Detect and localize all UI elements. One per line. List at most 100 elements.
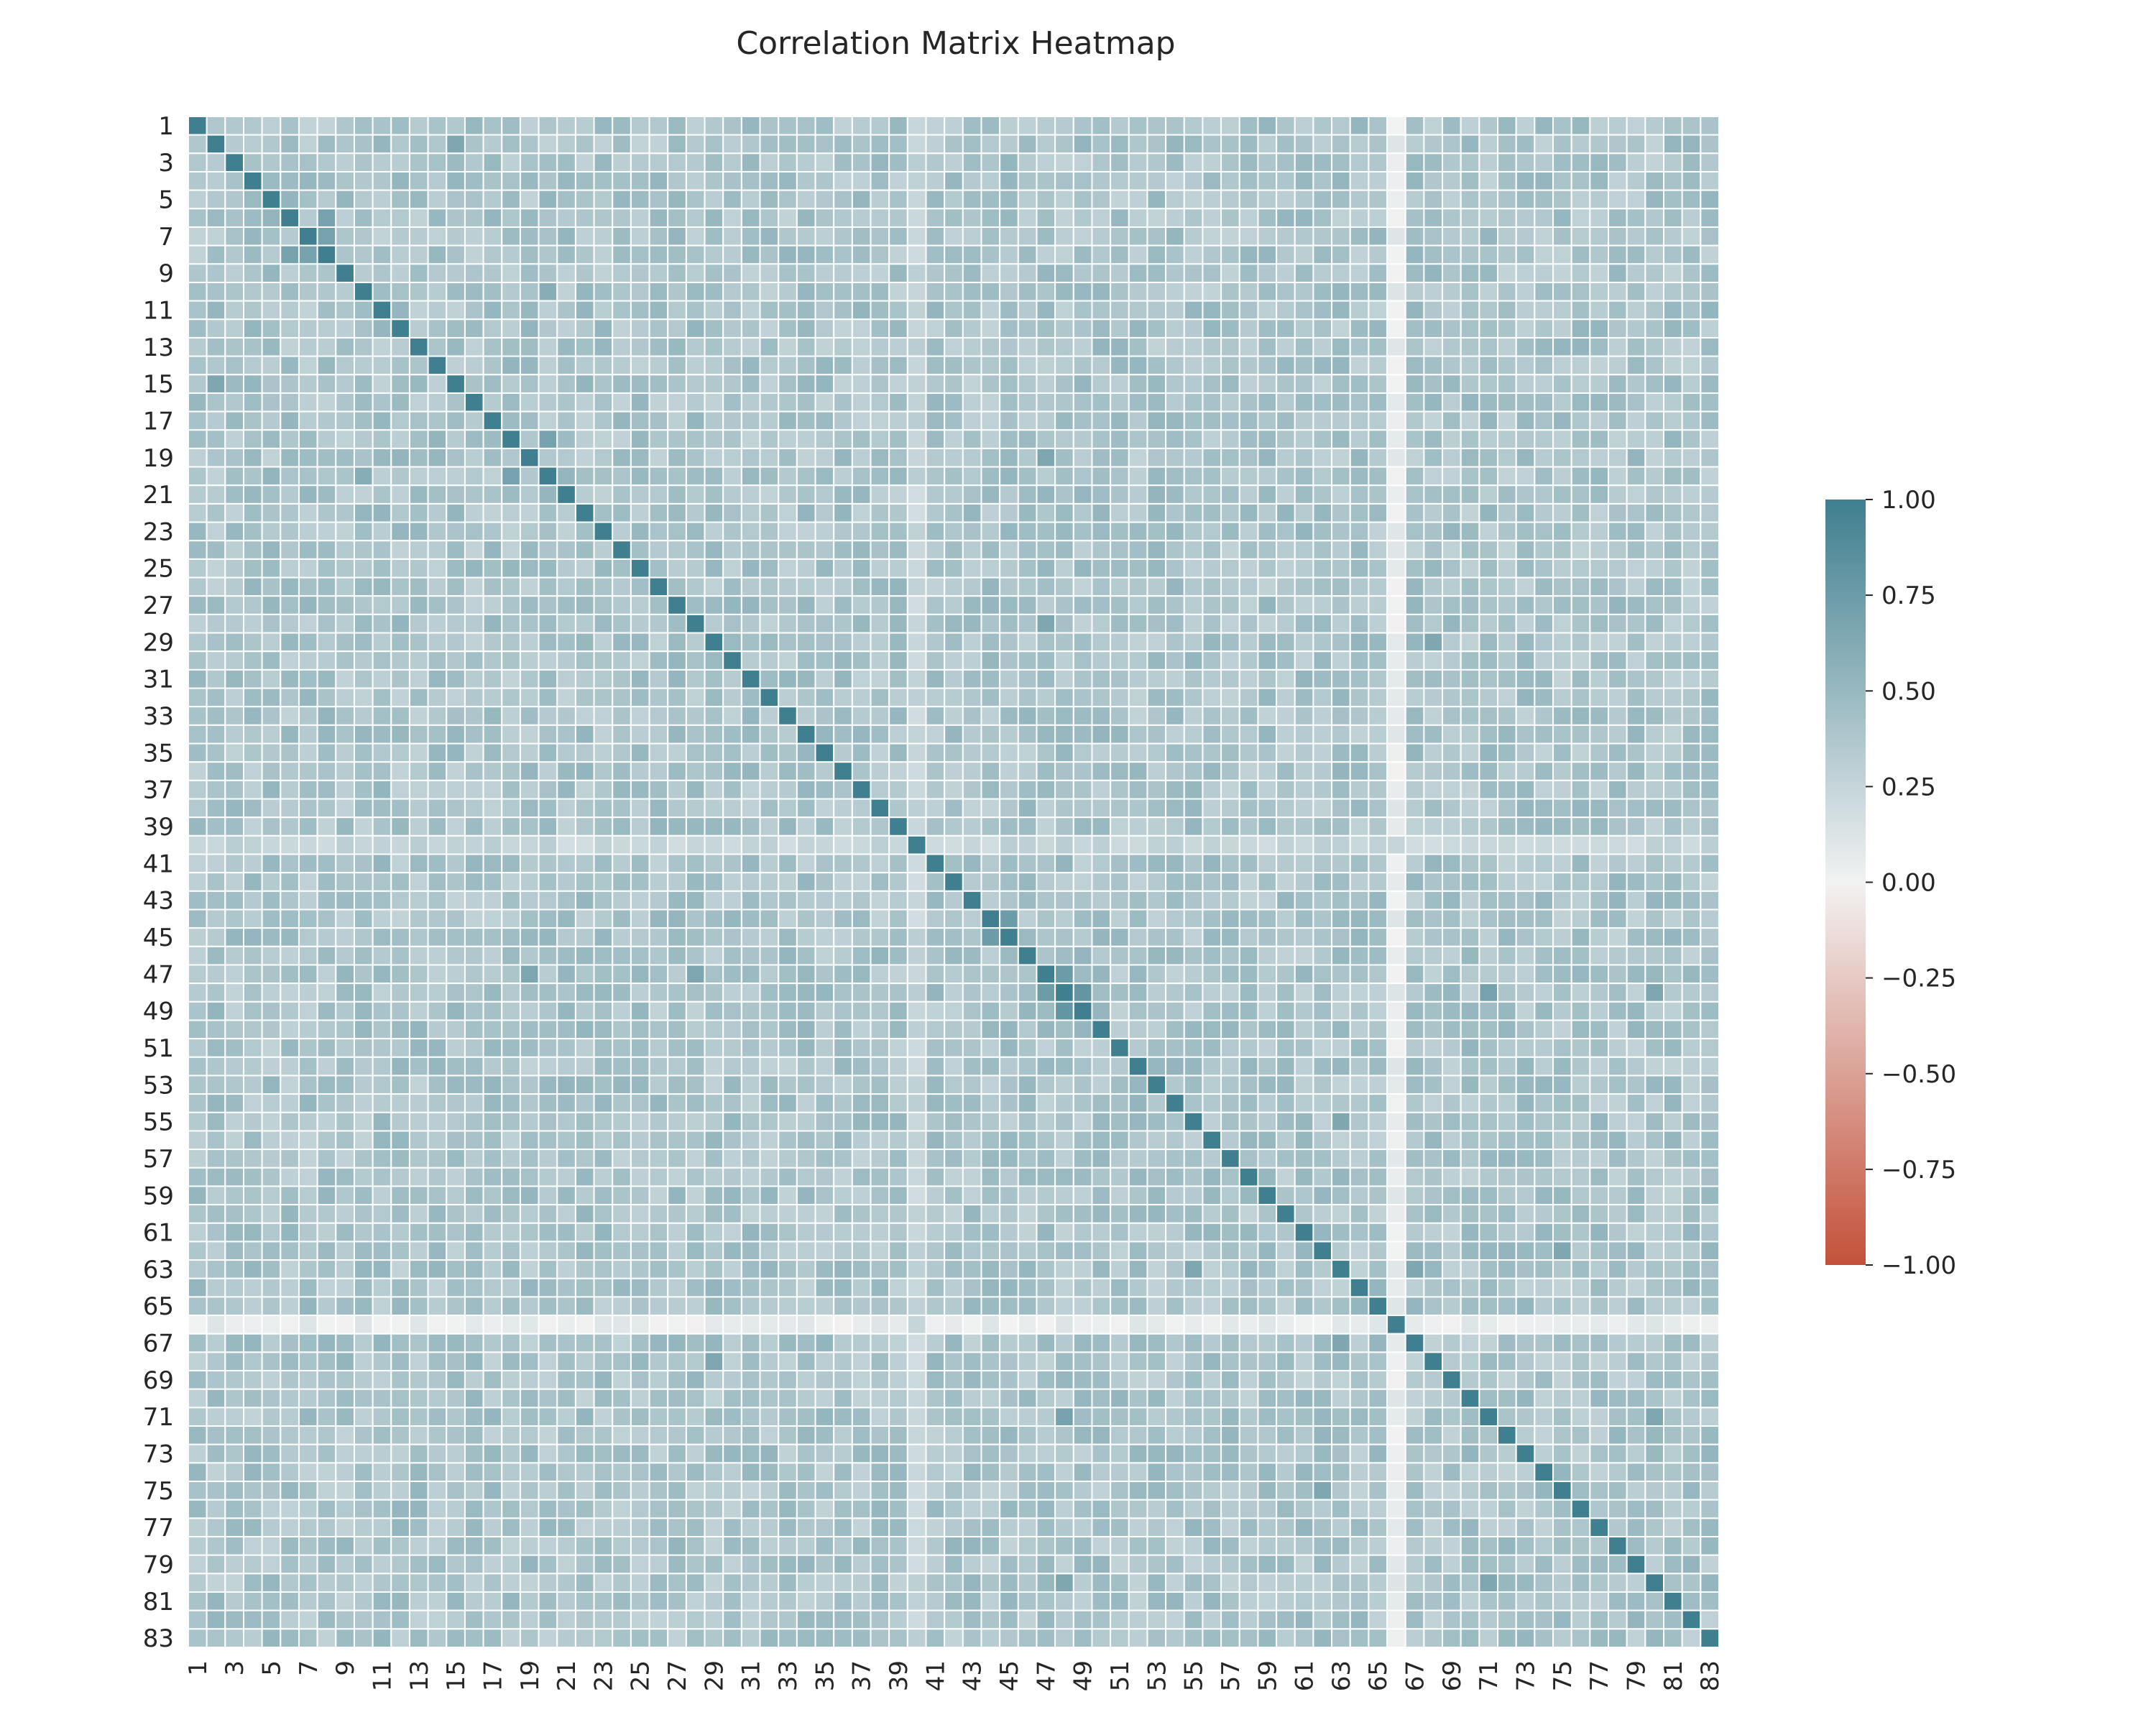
heatmap-cell [188,466,208,487]
heatmap-cell [1183,281,1204,302]
heatmap-cell [335,189,355,210]
heatmap-cell [722,706,742,726]
heatmap-cell [1183,189,1204,210]
heatmap-cell [574,189,595,210]
heatmap-cell [1368,724,1388,745]
heatmap-cell [1626,1149,1646,1169]
heatmap-cell [1570,872,1591,892]
heatmap-cell [1238,1149,1259,1169]
heatmap-cell [1404,964,1425,985]
heatmap-cell [390,392,410,413]
heatmap-cell [1552,447,1572,468]
heatmap-cell [833,650,853,671]
heatmap-cell [888,779,908,800]
heatmap-cell [316,724,337,745]
heatmap-cell [888,927,908,947]
heatmap-cell [298,540,318,560]
heatmap-cell [408,502,429,523]
heatmap-cell [1570,595,1591,615]
heatmap-cell [833,779,853,800]
heatmap-cell [906,576,927,597]
heatmap-cell [1331,484,1351,505]
heatmap-cell [593,945,614,966]
heatmap-cell [759,1204,780,1224]
heatmap-cell [446,244,466,265]
heatmap-cell [1515,152,1536,172]
heatmap-cell [574,834,595,855]
heatmap-cell [1404,484,1425,505]
heatmap-cell [390,613,410,634]
heatmap-cell [1276,1000,1296,1021]
heatmap-cell [833,502,853,523]
heatmap-cell [833,208,853,228]
heatmap-cell [1663,355,1683,376]
heatmap-cell [1626,983,1646,1003]
heatmap-cell [1423,983,1444,1003]
heatmap-cell [630,263,650,283]
heatmap-cell [1128,632,1148,653]
heatmap-cell [261,189,282,210]
heatmap-cell [980,1130,1001,1151]
heatmap-cell [814,1149,835,1169]
heatmap-cell [1183,742,1204,763]
heatmap-cell [390,1056,410,1077]
heatmap-cell [999,226,1019,247]
heatmap-cell [1017,447,1038,468]
heatmap-cell [630,890,650,911]
heatmap-cell [999,706,1019,726]
heatmap-cell [1478,742,1499,763]
heatmap-cell [1681,1093,1702,1113]
heatmap-cell [1165,558,1185,579]
heatmap-cell [1238,687,1259,708]
heatmap-cell [427,945,448,966]
heatmap-cell [1202,336,1222,357]
heatmap-cell [814,392,835,413]
heatmap-cell [1146,521,1167,542]
heatmap-cell [1552,336,1572,357]
heatmap-cell [1460,189,1480,210]
heatmap-cell [1478,1149,1499,1169]
heatmap-cell [556,374,576,394]
heatmap-cell [1552,1093,1572,1113]
heatmap-cell [1515,706,1536,726]
heatmap-cell [188,540,208,560]
heatmap-cell [1017,1149,1038,1169]
heatmap-cell [1442,595,1462,615]
heatmap-cell [556,890,576,911]
heatmap-cell [1663,927,1683,947]
heatmap-cell [446,650,466,671]
heatmap-cell [538,613,558,634]
heatmap-cell [612,650,632,671]
heatmap-cell [1663,872,1683,892]
heatmap-cell [1644,595,1665,615]
heatmap-cell [962,300,982,321]
heatmap-cell [1570,1056,1591,1077]
heatmap-cell [1276,300,1296,321]
heatmap-cell [1238,724,1259,745]
heatmap-cell [1515,116,1536,136]
heatmap-cell [335,834,355,855]
heatmap-cell [1312,1019,1333,1040]
heatmap-cell [630,742,650,763]
heatmap-cell [574,134,595,155]
heatmap-cell [1534,447,1554,468]
heatmap-cell [759,927,780,947]
heatmap-cell [1238,1167,1259,1187]
heatmap-cell [464,576,484,597]
heatmap-cell [1700,742,1720,763]
heatmap-cell [501,761,521,781]
heatmap-cell [1534,355,1554,376]
heatmap-cell [1183,927,1204,947]
heatmap-cell [1257,1056,1278,1077]
heatmap-cell [335,650,355,671]
heatmap-cell [851,908,872,929]
heatmap-cell [1183,374,1204,394]
heatmap-cell [1478,890,1499,911]
heatmap-cell [612,1093,632,1113]
heatmap-cell [1276,134,1296,155]
heatmap-cell [1165,1185,1185,1206]
heatmap-cell [1626,558,1646,579]
heatmap-cell [316,410,337,431]
heatmap-cell [1497,983,1517,1003]
heatmap-cell [464,226,484,247]
